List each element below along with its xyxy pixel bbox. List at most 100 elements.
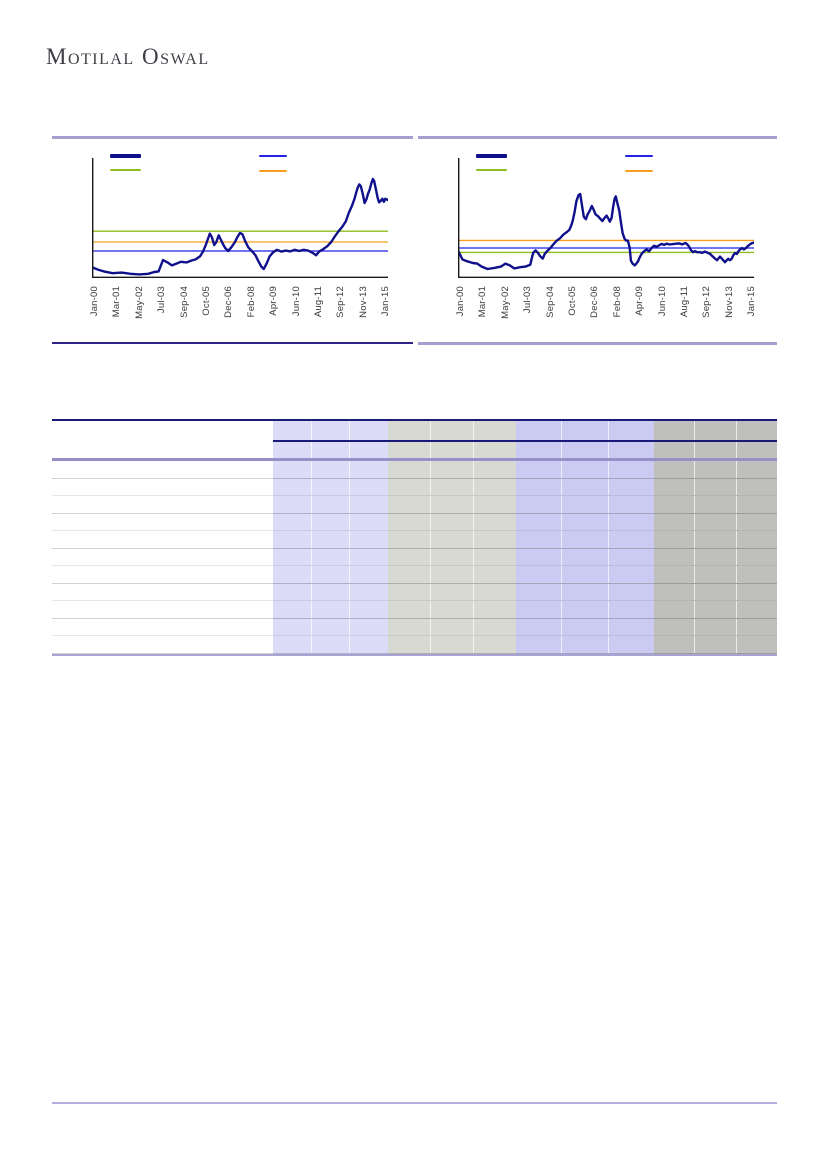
table-group-4-cells (654, 636, 777, 654)
table-cell (561, 583, 607, 600)
table-cell (310, 496, 350, 513)
table-cell (694, 478, 735, 495)
x-axis-tick-label: Mar-01 (111, 286, 123, 318)
table-cell (388, 601, 430, 618)
table-cell (388, 461, 430, 478)
table-cell (349, 478, 388, 495)
table-cell (473, 442, 516, 458)
table-cell (735, 478, 777, 495)
table-cell (430, 636, 473, 653)
table-cell (654, 514, 694, 531)
table-group-2-cells (388, 618, 516, 636)
x-axis-tick-label: Dec-06 (223, 286, 235, 318)
table-cell (310, 618, 350, 635)
x-axis-tick-label: Aug-11 (679, 286, 690, 318)
table-cell (654, 461, 694, 478)
table-cell (516, 549, 561, 566)
legend-swatch-series (476, 154, 507, 158)
table-cell (607, 583, 654, 600)
table-cell (473, 601, 516, 618)
table-group-1-cells (273, 421, 388, 442)
left-chart-x-axis-labels: Jan-00 Mar-01 May-02 Jul-03 Sep-04 Oct-05 Dec-… (52, 284, 414, 336)
right-line-chart: Jan-00 Mar-01 May-02 Jul-03 Sep-04 Oct-05 Dec-… (418, 145, 777, 337)
table-row (52, 566, 777, 584)
table-cell (349, 442, 388, 458)
table-label-cell (52, 601, 273, 619)
data-table (52, 419, 777, 656)
table-group-3-cells (516, 442, 654, 458)
x-axis-tick-label: Nov-13 (357, 286, 369, 318)
table-cell (310, 566, 350, 583)
table-cell (654, 601, 694, 618)
x-axis-tick-label: Dec-06 (589, 286, 601, 318)
table-label-cell (52, 421, 273, 442)
table-cell (694, 636, 735, 653)
chart-bottom-divider-left (52, 342, 413, 344)
table-cell (516, 461, 561, 478)
table-cell (694, 601, 735, 618)
table-label-cell (52, 478, 273, 496)
table-group-4-cells (654, 566, 777, 584)
table-group-3-cells (516, 636, 654, 654)
table-cell (607, 636, 654, 653)
table-cell (735, 442, 777, 458)
table-group-1-cells (273, 478, 388, 496)
table-row (52, 636, 777, 654)
table-cell (561, 636, 607, 653)
table-cell (388, 514, 430, 531)
table-cell (388, 549, 430, 566)
x-axis-tick-label: Jul-03 (156, 286, 168, 314)
table-cell (273, 549, 311, 566)
table-cell (694, 461, 735, 478)
table-cell (561, 421, 607, 440)
table-group-2-cells (388, 566, 516, 584)
table-cell (430, 566, 473, 583)
right-chart-x-axis-labels: Jan-00 Mar-01 May-02 Jul-03 Sep-04 Oct-05 Dec-… (418, 284, 777, 336)
table-cell (735, 566, 777, 583)
table-cell (349, 421, 388, 440)
x-axis-tick-label: Jan-15 (380, 286, 392, 317)
table-group-4-cells (654, 601, 777, 619)
table-cell (516, 531, 561, 548)
table-group-2-cells (388, 478, 516, 496)
table-cell (735, 583, 777, 600)
x-axis-tick-label: Jan-00 (89, 286, 100, 317)
x-axis-tick-label: Mar-01 (477, 286, 489, 318)
table-cell (473, 583, 516, 600)
table-cell (388, 636, 430, 653)
table-cell (388, 566, 430, 583)
table-row (52, 461, 777, 479)
table-label-cell (52, 583, 273, 601)
table-cell (654, 549, 694, 566)
left-line-chart: Jan-00 Mar-01 May-02 Jul-03 Sep-04 Oct-05 Dec-… (52, 145, 414, 337)
table-row (52, 531, 777, 549)
table-cell (735, 461, 777, 478)
x-axis-tick-label: Oct-05 (567, 286, 578, 316)
footer-divider (52, 1102, 777, 1104)
table-group-1-cells (273, 601, 388, 619)
table-group-2-cells (388, 583, 516, 601)
table-row (52, 478, 777, 496)
x-axis-tick-label: Apr-09 (268, 286, 280, 316)
table-row (52, 618, 777, 636)
table-cell (430, 548, 473, 565)
x-axis-tick-label: Sep-04 (544, 286, 556, 318)
table-row (52, 548, 777, 566)
chart-top-divider-left (52, 136, 413, 139)
table-cell (310, 478, 350, 495)
table-group-4-cells (654, 618, 777, 636)
table-cell (273, 601, 311, 618)
table-cell (349, 548, 388, 565)
table-cell (349, 513, 388, 530)
table-group-4-cells (654, 496, 777, 514)
table-cell (607, 618, 654, 635)
table-cell (694, 442, 735, 458)
table-group-1-cells (273, 636, 388, 654)
table-cell (561, 461, 607, 478)
table-cell (349, 496, 388, 513)
table-group-1-cells (273, 566, 388, 584)
table-cell (516, 619, 561, 636)
table-cell (430, 601, 473, 618)
table-cell (516, 479, 561, 496)
table-group-2-cells (388, 496, 516, 514)
